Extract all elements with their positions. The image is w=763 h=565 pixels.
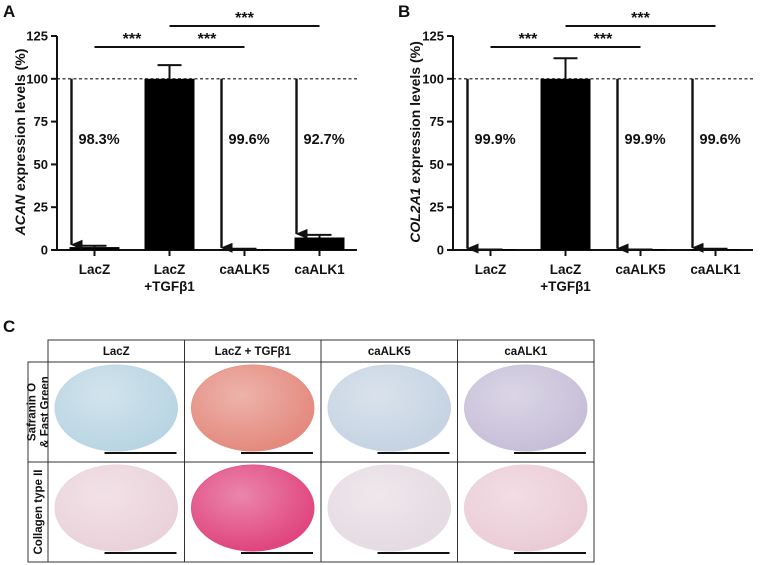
- chart-b-reduction-label-2: 99.9%: [625, 132, 666, 148]
- ylabel-b: COL2A1 expression levels (%): [407, 41, 423, 243]
- tissue-highlight-1-2: [328, 465, 451, 551]
- ylabel-a-gene: ACAN: [12, 194, 28, 236]
- chart-b-category-line-1-0: LacZ: [550, 262, 582, 277]
- column-header-2: caALK5: [368, 346, 411, 358]
- chart-a-reduction-label-3: 92.7%: [304, 132, 345, 148]
- row-label-1: Collagen type II: [33, 470, 45, 555]
- chart-b-ytick-label-3: 75: [430, 114, 444, 129]
- chart-a-reduction-label-2: 99.6%: [229, 132, 270, 148]
- chart-a-bar-3: [294, 237, 345, 250]
- chart-a-category-label-2: caALK5: [219, 262, 270, 277]
- chart-a-ytick-label-3: 75: [34, 114, 48, 129]
- chart-b-category-label-1: LacZ +TGFβ1: [540, 262, 591, 294]
- chart-a-ytick-label-2: 50: [34, 157, 48, 172]
- chart-b-ytick-label-1: 25: [430, 200, 444, 215]
- chart-b-reduction-label-0: 99.9%: [475, 132, 516, 148]
- ylabel-a-rest: expression levels (%): [12, 49, 28, 195]
- chart-b-category-line-1-1: +TGFβ1: [540, 279, 591, 294]
- chart-b-category-line-0-0: LacZ: [475, 262, 507, 277]
- chart-a-bar-0: [69, 247, 120, 250]
- row-label-line-0-0: Safranin O: [27, 383, 39, 441]
- chart-a-category-label-0: LacZ: [79, 262, 111, 277]
- chart-a-ytick-label-1: 25: [34, 200, 48, 215]
- chart-a-category-line-0-0: LacZ: [79, 262, 111, 277]
- chart-b: B COL2A1 expression levels (%) 0 25 50 75 10…: [398, 2, 753, 294]
- column-header-0: LacZ: [103, 346, 130, 358]
- chart-a-significance-label-2: ***: [235, 10, 254, 27]
- chart-b-significance-label-0: ***: [519, 31, 538, 48]
- tissue-highlight-0-1: [191, 365, 314, 451]
- chart-b-reduction-label-3: 99.6%: [700, 132, 741, 148]
- chart-a-category-line-1-1: +TGFβ1: [144, 279, 195, 294]
- chart-b-category-label-0: LacZ: [475, 262, 507, 277]
- chart-a-category-line-3-0: caALK1: [294, 262, 345, 277]
- histology-panel: C LacZ LacZ + TGFβ1 caALK5 caALK1 Safranin O…: [3, 317, 595, 563]
- chart-b-ytick-label-2: 50: [430, 157, 444, 172]
- chart-a-ytick-label-4: 100: [26, 71, 48, 86]
- tissue-highlight-1-3: [464, 465, 587, 551]
- tissue-highlight-0-3: [464, 365, 587, 451]
- ylabel-b-rest: expression levels (%): [407, 41, 423, 187]
- row-label-line-1-0: Collagen type II: [33, 470, 45, 555]
- ylabel-a: ACAN expression levels (%): [12, 49, 28, 237]
- tissue-highlight-0-0: [55, 365, 178, 451]
- chart-b-significance-label-1: ***: [594, 31, 613, 48]
- panel-letter-a: A: [3, 2, 15, 21]
- chart-a-reduction-label-0: 98.3%: [79, 132, 120, 148]
- chart-a-category-label-3: caALK1: [294, 262, 345, 277]
- tissue-highlight-0-2: [328, 365, 451, 451]
- panel-letter-b: B: [398, 2, 410, 21]
- chart-a-bar-1: [144, 78, 195, 250]
- chart-a-significance-label-1: ***: [198, 31, 217, 48]
- chart-b-ytick-label-4: 100: [422, 71, 444, 86]
- chart-a-ytick-label-0: 0: [41, 243, 48, 258]
- chart-b-bar-1: [540, 78, 591, 250]
- chart-a: A ACAN expression levels (%) 0 25 50 75 100 1…: [3, 2, 357, 294]
- column-header-1: LacZ + TGFβ1: [215, 346, 292, 358]
- chart-a-category-line-2-0: caALK5: [219, 262, 270, 277]
- chart-b-category-line-3-0: caALK1: [690, 262, 741, 277]
- chart-b-category-label-2: caALK5: [615, 262, 666, 277]
- chart-a-category-label-1: LacZ +TGFβ1: [144, 262, 195, 294]
- column-header-3: caALK1: [504, 346, 547, 358]
- chart-a-ytick-label-5: 125: [26, 29, 48, 44]
- tissue-highlight-1-0: [55, 465, 178, 551]
- tissue-highlight-1-1: [191, 465, 314, 551]
- chart-b-ytick-label-0: 0: [437, 243, 444, 258]
- chart-b-ytick-label-5: 125: [422, 29, 444, 44]
- ylabel-b-gene: COL2A1: [407, 187, 423, 242]
- chart-a-significance-label-0: ***: [123, 31, 142, 48]
- chart-a-category-line-1-0: LacZ: [154, 262, 186, 277]
- panel-letter-c: C: [3, 317, 15, 336]
- chart-b-category-label-3: caALK1: [690, 262, 741, 277]
- chart-b-category-line-2-0: caALK5: [615, 262, 666, 277]
- chart-b-significance-label-2: ***: [631, 10, 650, 27]
